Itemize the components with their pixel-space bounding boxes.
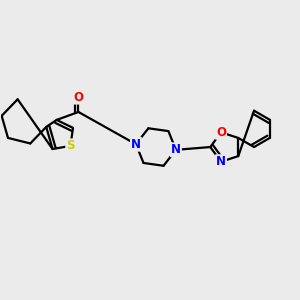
Text: O: O [216, 126, 226, 139]
Text: N: N [131, 138, 141, 151]
Text: O: O [74, 91, 83, 103]
Text: N: N [171, 143, 181, 156]
Text: N: N [216, 155, 226, 168]
Text: S: S [66, 140, 75, 152]
